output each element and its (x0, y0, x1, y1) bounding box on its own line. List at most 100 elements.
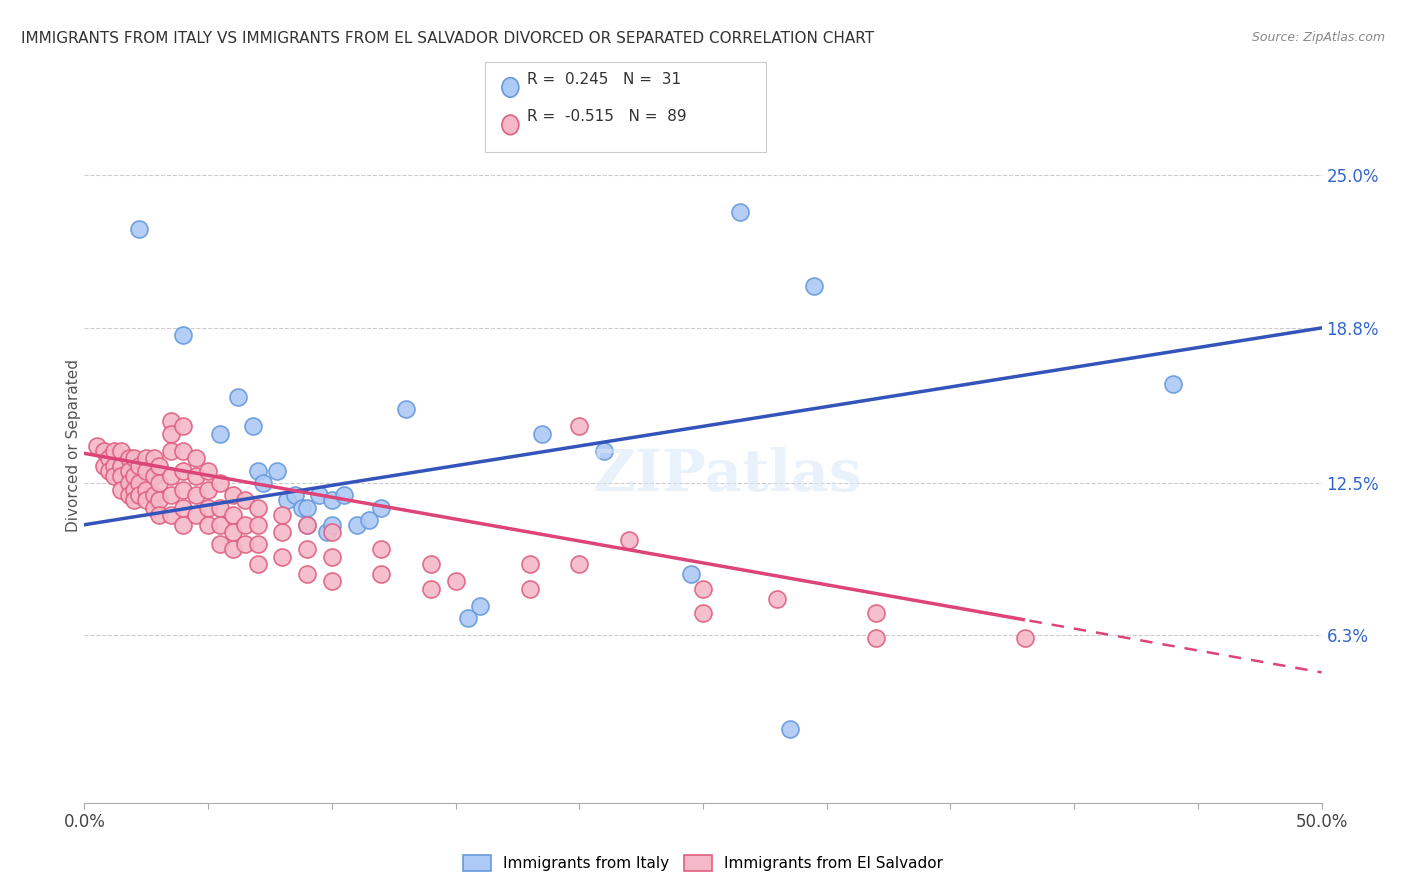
Point (197, 500, 219, 515)
Point (142, 468, 165, 483)
Point (444, 574, 467, 589)
Point (142, 488, 165, 502)
Text: IMMIGRANTS FROM ITALY VS IMMIGRANTS FROM EL SALVADOR DIVORCED OR SEPARATED CORRE: IMMIGRANTS FROM ITALY VS IMMIGRANTS FROM… (21, 31, 875, 46)
Point (128, 222, 150, 236)
Point (865, 607, 887, 621)
Point (118, 464, 141, 478)
Point (160, 444, 183, 458)
Point (184, 508, 207, 522)
Point (276, 493, 298, 508)
Point (395, 402, 418, 417)
Point (531, 426, 554, 441)
Point (184, 451, 207, 466)
Point (370, 500, 392, 515)
Point (209, 500, 232, 515)
Text: R =  0.245   N =  31: R = 0.245 N = 31 (527, 72, 682, 87)
Point (321, 549, 343, 564)
Point (321, 517, 343, 532)
Point (222, 488, 245, 502)
Point (122, 451, 145, 466)
Point (226, 390, 249, 404)
Point (617, 533, 640, 547)
Point (692, 582, 714, 596)
Point (160, 468, 183, 483)
Point (295, 500, 318, 515)
Point (470, 599, 492, 613)
Point (266, 464, 288, 478)
Point (246, 537, 269, 551)
Point (110, 468, 132, 483)
Point (295, 566, 318, 581)
Point (568, 557, 591, 571)
Point (593, 444, 616, 458)
Point (692, 607, 714, 621)
Point (1014, 631, 1036, 645)
Point (110, 483, 132, 498)
Point (246, 557, 269, 571)
Point (110, 458, 132, 473)
Point (568, 419, 591, 434)
Point (142, 500, 165, 515)
Point (315, 525, 337, 540)
Point (128, 475, 150, 490)
Point (222, 508, 245, 522)
Point (86, 439, 108, 453)
Point (457, 611, 479, 625)
Point (118, 488, 141, 502)
Point (98, 451, 121, 466)
Point (172, 483, 194, 498)
Point (118, 475, 141, 490)
Text: Source: ZipAtlas.com: Source: ZipAtlas.com (1251, 31, 1385, 45)
Point (233, 537, 256, 551)
Point (419, 582, 441, 596)
Point (679, 566, 702, 581)
Point (172, 500, 194, 515)
Point (766, 591, 789, 606)
Point (271, 508, 294, 522)
Point (172, 517, 194, 532)
Point (135, 483, 157, 498)
Point (779, 722, 801, 736)
Point (135, 493, 157, 508)
Point (321, 525, 343, 540)
Point (122, 483, 145, 498)
Point (370, 566, 392, 581)
Point (148, 493, 170, 508)
Point (242, 419, 264, 434)
Point (93, 444, 115, 458)
Point (222, 525, 245, 540)
Point (233, 493, 256, 508)
Point (160, 488, 183, 502)
Point (1161, 377, 1184, 392)
Point (103, 468, 125, 483)
Point (172, 419, 194, 434)
Text: ZIPatlas: ZIPatlas (593, 447, 862, 502)
Point (357, 513, 380, 527)
Point (271, 549, 294, 564)
Point (172, 328, 194, 343)
Point (519, 582, 541, 596)
Point (135, 464, 157, 478)
Point (197, 517, 219, 532)
Point (728, 205, 751, 219)
Point (333, 488, 356, 502)
Point (122, 493, 145, 508)
Point (321, 574, 343, 589)
Point (172, 444, 194, 458)
Point (103, 444, 125, 458)
Point (803, 279, 825, 293)
Point (118, 451, 141, 466)
Point (222, 542, 245, 557)
Point (519, 557, 541, 571)
Point (419, 557, 441, 571)
Point (103, 458, 125, 473)
Point (295, 542, 318, 557)
Point (148, 475, 170, 490)
Point (197, 464, 219, 478)
Point (184, 468, 207, 483)
Point (135, 451, 157, 466)
Point (865, 631, 887, 645)
Point (142, 451, 165, 466)
Point (209, 517, 232, 532)
Point (233, 517, 256, 532)
